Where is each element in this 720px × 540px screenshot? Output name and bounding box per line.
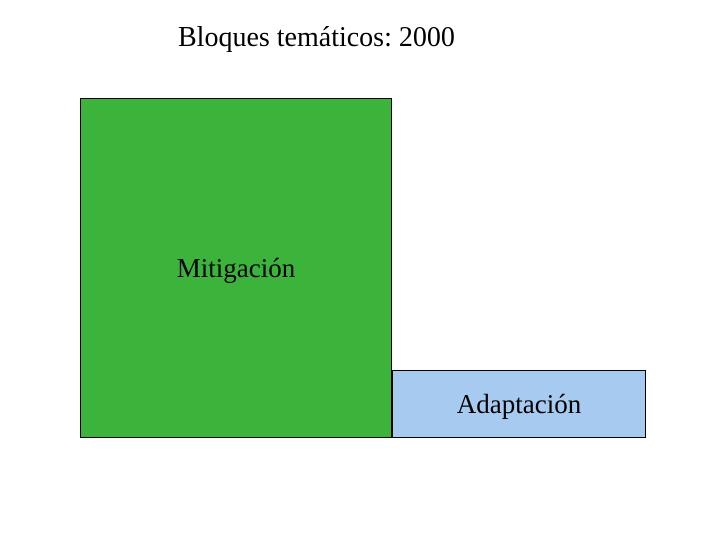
diagram-canvas: Bloques temáticos: 2000 Mitigación Adapt… xyxy=(0,0,720,540)
block-adaptacion: Adaptación xyxy=(392,370,646,438)
block-adaptacion-label: Adaptación xyxy=(457,389,581,420)
diagram-title: Bloques temáticos: 2000 xyxy=(178,22,455,54)
block-mitigacion: Mitigación xyxy=(80,98,392,438)
block-mitigacion-label: Mitigación xyxy=(177,253,295,284)
